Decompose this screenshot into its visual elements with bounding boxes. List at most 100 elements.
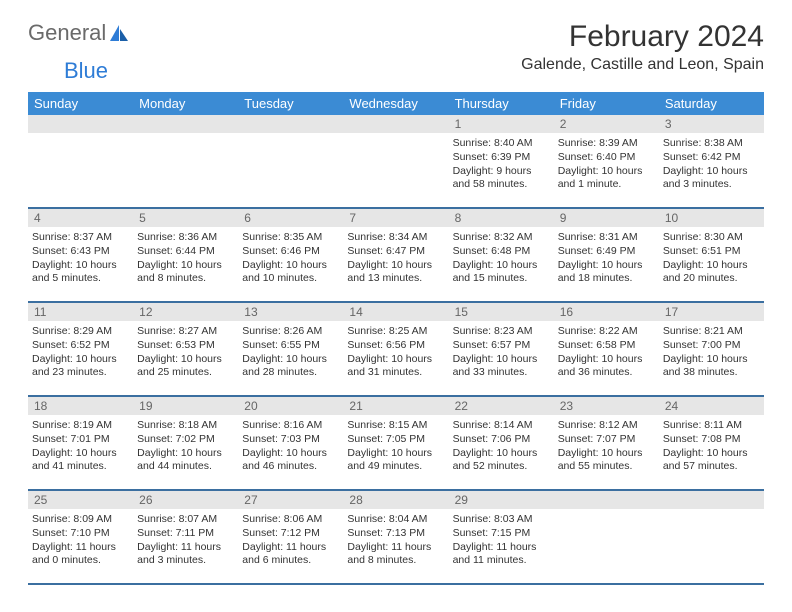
daylight-text: Daylight: 11 hours and 11 minutes.: [453, 541, 550, 567]
daylight-text: Daylight: 10 hours and 52 minutes.: [453, 447, 550, 473]
sunrise-text: Sunrise: 8:39 AM: [558, 137, 655, 150]
day-cell: Sunrise: 8:37 AMSunset: 6:43 PMDaylight:…: [28, 227, 133, 301]
sunrise-text: Sunrise: 8:27 AM: [137, 325, 234, 338]
day-number: 22: [449, 397, 554, 415]
logo-text-blue: Blue: [64, 58, 108, 84]
daylight-text: Daylight: 10 hours and 55 minutes.: [558, 447, 655, 473]
daylight-text: Daylight: 10 hours and 15 minutes.: [453, 259, 550, 285]
day-cell: Sunrise: 8:34 AMSunset: 6:47 PMDaylight:…: [343, 227, 448, 301]
daylight-text: Daylight: 9 hours and 58 minutes.: [453, 165, 550, 191]
day-number: 7: [343, 209, 448, 227]
day-number-row: 18192021222324: [28, 397, 764, 415]
sunrise-text: Sunrise: 8:19 AM: [32, 419, 129, 432]
sunrise-text: Sunrise: 8:06 AM: [242, 513, 339, 526]
daylight-text: Daylight: 10 hours and 25 minutes.: [137, 353, 234, 379]
sunrise-text: Sunrise: 8:37 AM: [32, 231, 129, 244]
day-cell: Sunrise: 8:12 AMSunset: 7:07 PMDaylight:…: [554, 415, 659, 489]
daylight-text: Daylight: 10 hours and 1 minute.: [558, 165, 655, 191]
logo-sail-icon: [108, 23, 130, 43]
sunset-text: Sunset: 6:43 PM: [32, 245, 129, 258]
day-number: 23: [554, 397, 659, 415]
sunset-text: Sunset: 7:02 PM: [137, 433, 234, 446]
sunset-text: Sunset: 6:58 PM: [558, 339, 655, 352]
day-cell: Sunrise: 8:14 AMSunset: 7:06 PMDaylight:…: [449, 415, 554, 489]
sunset-text: Sunset: 6:47 PM: [347, 245, 444, 258]
day-cell: [238, 133, 343, 207]
day-cell: Sunrise: 8:15 AMSunset: 7:05 PMDaylight:…: [343, 415, 448, 489]
day-number: 12: [133, 303, 238, 321]
day-number: 11: [28, 303, 133, 321]
day-cell: Sunrise: 8:26 AMSunset: 6:55 PMDaylight:…: [238, 321, 343, 395]
day-cell: Sunrise: 8:40 AMSunset: 6:39 PMDaylight:…: [449, 133, 554, 207]
week-row: Sunrise: 8:29 AMSunset: 6:52 PMDaylight:…: [28, 321, 764, 397]
day-header: Wednesday: [343, 92, 448, 115]
daylight-text: Daylight: 10 hours and 10 minutes.: [242, 259, 339, 285]
day-cell: Sunrise: 8:19 AMSunset: 7:01 PMDaylight:…: [28, 415, 133, 489]
day-cell: Sunrise: 8:25 AMSunset: 6:56 PMDaylight:…: [343, 321, 448, 395]
sunrise-text: Sunrise: 8:14 AM: [453, 419, 550, 432]
day-cell: Sunrise: 8:21 AMSunset: 7:00 PMDaylight:…: [659, 321, 764, 395]
sunset-text: Sunset: 6:56 PM: [347, 339, 444, 352]
day-cell: Sunrise: 8:29 AMSunset: 6:52 PMDaylight:…: [28, 321, 133, 395]
day-number: 19: [133, 397, 238, 415]
day-header: Saturday: [659, 92, 764, 115]
day-number: 29: [449, 491, 554, 509]
day-cell: Sunrise: 8:23 AMSunset: 6:57 PMDaylight:…: [449, 321, 554, 395]
day-cell: Sunrise: 8:03 AMSunset: 7:15 PMDaylight:…: [449, 509, 554, 583]
day-cell: Sunrise: 8:35 AMSunset: 6:46 PMDaylight:…: [238, 227, 343, 301]
daylight-text: Daylight: 10 hours and 38 minutes.: [663, 353, 760, 379]
day-number: 16: [554, 303, 659, 321]
daylight-text: Daylight: 10 hours and 44 minutes.: [137, 447, 234, 473]
day-number: 3: [659, 115, 764, 133]
day-number: 13: [238, 303, 343, 321]
day-number: 10: [659, 209, 764, 227]
day-cell: [659, 509, 764, 583]
day-number-row: 11121314151617: [28, 303, 764, 321]
location: Galende, Castille and Leon, Spain: [521, 56, 764, 74]
calendar: Sunday Monday Tuesday Wednesday Thursday…: [28, 92, 764, 585]
daylight-text: Daylight: 10 hours and 31 minutes.: [347, 353, 444, 379]
day-number: 15: [449, 303, 554, 321]
day-number: 24: [659, 397, 764, 415]
daylight-text: Daylight: 10 hours and 49 minutes.: [347, 447, 444, 473]
day-cell: [133, 133, 238, 207]
day-cell: Sunrise: 8:38 AMSunset: 6:42 PMDaylight:…: [659, 133, 764, 207]
daylight-text: Daylight: 10 hours and 41 minutes.: [32, 447, 129, 473]
sunrise-text: Sunrise: 8:31 AM: [558, 231, 655, 244]
day-number-row: 123: [28, 115, 764, 133]
day-cell: [28, 133, 133, 207]
day-cell: Sunrise: 8:31 AMSunset: 6:49 PMDaylight:…: [554, 227, 659, 301]
sunset-text: Sunset: 7:10 PM: [32, 527, 129, 540]
sunset-text: Sunset: 7:15 PM: [453, 527, 550, 540]
daylight-text: Daylight: 11 hours and 0 minutes.: [32, 541, 129, 567]
day-cell: Sunrise: 8:06 AMSunset: 7:12 PMDaylight:…: [238, 509, 343, 583]
daylight-text: Daylight: 11 hours and 6 minutes.: [242, 541, 339, 567]
day-header: Monday: [133, 92, 238, 115]
logo-text-general: General: [28, 20, 106, 46]
daylight-text: Daylight: 10 hours and 57 minutes.: [663, 447, 760, 473]
daylight-text: Daylight: 10 hours and 18 minutes.: [558, 259, 655, 285]
sunset-text: Sunset: 7:06 PM: [453, 433, 550, 446]
sunrise-text: Sunrise: 8:34 AM: [347, 231, 444, 244]
day-number: 6: [238, 209, 343, 227]
day-cell: Sunrise: 8:22 AMSunset: 6:58 PMDaylight:…: [554, 321, 659, 395]
sunset-text: Sunset: 6:42 PM: [663, 151, 760, 164]
sunset-text: Sunset: 7:08 PM: [663, 433, 760, 446]
day-number: 26: [133, 491, 238, 509]
sunset-text: Sunset: 7:07 PM: [558, 433, 655, 446]
day-cell: Sunrise: 8:04 AMSunset: 7:13 PMDaylight:…: [343, 509, 448, 583]
sunset-text: Sunset: 6:46 PM: [242, 245, 339, 258]
day-number: 25: [28, 491, 133, 509]
sunset-text: Sunset: 6:51 PM: [663, 245, 760, 258]
daylight-text: Daylight: 10 hours and 33 minutes.: [453, 353, 550, 379]
daylight-text: Daylight: 10 hours and 3 minutes.: [663, 165, 760, 191]
sunset-text: Sunset: 6:55 PM: [242, 339, 339, 352]
sunrise-text: Sunrise: 8:36 AM: [137, 231, 234, 244]
day-number: [659, 491, 764, 509]
sunrise-text: Sunrise: 8:35 AM: [242, 231, 339, 244]
day-cell: [343, 133, 448, 207]
day-cell: Sunrise: 8:27 AMSunset: 6:53 PMDaylight:…: [133, 321, 238, 395]
day-cell: Sunrise: 8:36 AMSunset: 6:44 PMDaylight:…: [133, 227, 238, 301]
day-number-row: 45678910: [28, 209, 764, 227]
logo: General: [28, 20, 132, 46]
